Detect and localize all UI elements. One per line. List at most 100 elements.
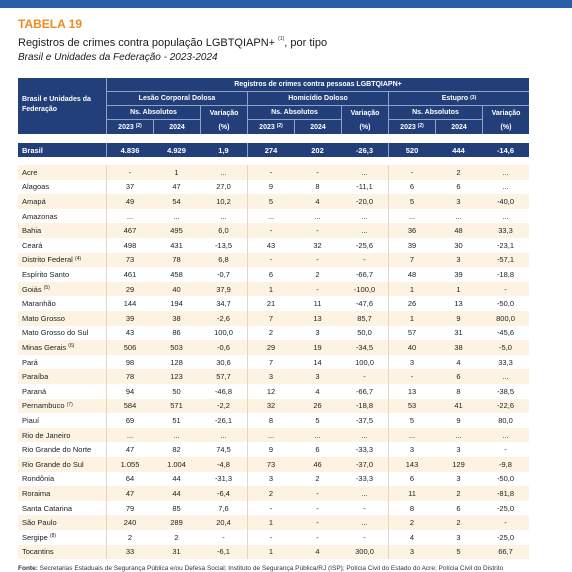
- cell: 3: [388, 544, 435, 560]
- table-row: Pernambuco (7) 584 571 -2,2 32 26 -18,8 53 41 -22…: [18, 398, 529, 414]
- table-row: Roraima 47 44 -6,4 2 -... 11 2 -81,8: [18, 486, 529, 501]
- table-title: Registros de crimes contra população LGB…: [18, 36, 328, 49]
- row-name: Paraná: [18, 384, 106, 399]
- cell: 8: [315, 182, 320, 192]
- cell: 3: [456, 474, 461, 484]
- cell: -: [363, 532, 366, 542]
- cell: 57: [388, 325, 435, 341]
- cell: -25,0: [496, 532, 515, 542]
- cell: 82: [172, 445, 181, 455]
- cell: 36: [388, 223, 435, 238]
- cell: -: [316, 226, 319, 236]
- cell: -40,0: [496, 196, 515, 206]
- row-name-text: Pernambuco: [22, 401, 65, 411]
- cell: -37,0: [355, 459, 374, 469]
- cell: 7: [247, 311, 294, 326]
- title-suffix: , por tipo: [284, 37, 328, 49]
- row-name: Santa Catarina: [18, 501, 106, 516]
- cell: 444: [452, 145, 465, 155]
- cell: -: [222, 532, 225, 542]
- cell: 2: [456, 488, 461, 498]
- row-name-text: Amazonas: [22, 211, 58, 221]
- cell: ...: [455, 211, 462, 221]
- cell: ...: [361, 167, 368, 177]
- table-row: Bahia 467 495 6,0 - -... 36 48 33,3: [18, 223, 529, 238]
- cell: 431: [170, 240, 183, 250]
- row-name-text: Pará: [22, 357, 38, 367]
- cell: -: [247, 530, 294, 545]
- table-row: Paraná 94 50 -46,8 12 4 -66,7 13 8 -38,5: [18, 384, 529, 399]
- year-1: 2023 (2): [388, 120, 435, 134]
- cell: -26,1: [214, 415, 233, 425]
- cell: 129: [452, 459, 465, 469]
- cell: -14,6: [496, 145, 515, 155]
- cell: 128: [170, 357, 183, 367]
- table-row: Pará 98 128 30,6 7 14 100,0 3 4 33,3: [18, 354, 529, 370]
- cell: 12: [247, 384, 294, 399]
- cell: 6: [456, 503, 461, 513]
- cell: 43: [247, 238, 294, 253]
- cell: 4: [315, 547, 320, 557]
- cell: -66,7: [355, 386, 374, 396]
- cell: -: [504, 284, 507, 294]
- cell: ...: [220, 211, 227, 221]
- cell: 1: [456, 284, 461, 294]
- table-row: Espírito Santo 461 458 -0,7 6 2 -66,7 48 39 -18,8: [18, 267, 529, 282]
- cell: -18,8: [496, 269, 515, 279]
- row-name: Mato Grosso: [18, 311, 106, 326]
- top-bar: [0, 0, 572, 8]
- cell: -0,6: [217, 342, 230, 352]
- cell: 3: [388, 354, 435, 370]
- cell: 7: [247, 354, 294, 370]
- cell: 6: [315, 445, 320, 455]
- cell: 1: [174, 167, 179, 177]
- cell: 202: [311, 145, 324, 155]
- row-note: (7): [66, 401, 73, 408]
- row-name: Brasil: [18, 143, 106, 157]
- cell: 57,7: [216, 372, 231, 382]
- cell: 30,6: [216, 357, 231, 367]
- cell: -37,5: [355, 415, 374, 425]
- group-name: Lesão Corporal Dolosa: [138, 95, 216, 102]
- row-note: (5): [43, 285, 50, 292]
- cell: 33: [106, 544, 153, 560]
- cell: 30: [454, 240, 463, 250]
- cell: 54: [172, 196, 181, 206]
- cell: 21: [247, 296, 294, 311]
- cell: 1: [247, 281, 294, 297]
- cell: ...: [361, 430, 368, 440]
- table-label: TABELA 19: [18, 17, 83, 31]
- cell: -33,3: [355, 474, 374, 484]
- cell: 3: [315, 372, 320, 382]
- cell: 4.836: [106, 143, 153, 157]
- cell: -5,0: [499, 342, 512, 352]
- cell: 7,6: [218, 503, 229, 513]
- cell: 7: [388, 252, 435, 268]
- table-row: Piauí 69 51 -26,1 8 5 -37,5 5 9 80,0: [18, 413, 529, 428]
- group-note: (3): [470, 94, 477, 101]
- cell: 6: [456, 182, 461, 192]
- year-1-text: 2023: [400, 123, 416, 131]
- cell: -: [316, 167, 319, 177]
- row-name: Distrito Federal (4): [18, 253, 106, 268]
- cell: 37,9: [216, 284, 231, 294]
- cell: -: [504, 445, 507, 455]
- cell: ...: [247, 427, 294, 443]
- cell: -9,8: [499, 459, 512, 469]
- total-row: Brasil 4.836 4.929 1,9 274 202 -26,3 520 444 -14,…: [18, 143, 529, 157]
- cell: -66,7: [355, 269, 374, 279]
- cell: ...: [247, 208, 294, 224]
- table-row: Rondônia 64 44 -31,3 3 2 -33,3 6 3 -50,0: [18, 471, 529, 487]
- cell: 2: [456, 518, 461, 528]
- cell: ...: [314, 211, 321, 221]
- row-name-text: Distrito Federal: [22, 255, 73, 265]
- cell: 33,3: [498, 357, 513, 367]
- stub-header-top: [18, 78, 106, 92]
- cell: 5: [247, 194, 294, 209]
- cell: ...: [388, 427, 435, 443]
- cell: -33,3: [355, 445, 374, 455]
- cell: 2: [315, 474, 320, 484]
- cell: 29: [247, 340, 294, 355]
- year-2: 2024: [435, 120, 482, 134]
- cell: 6: [388, 179, 435, 195]
